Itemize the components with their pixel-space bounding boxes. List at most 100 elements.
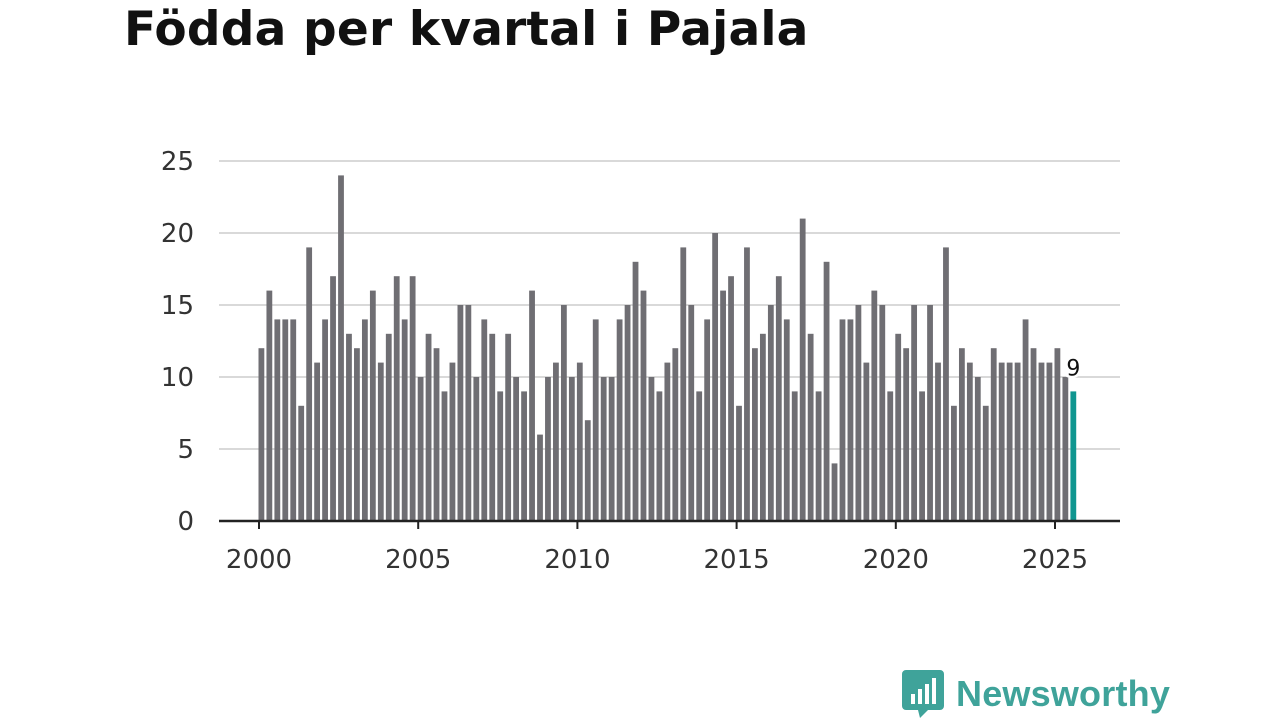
bar-series — [258, 175, 1077, 521]
bar — [409, 276, 416, 521]
bar — [369, 290, 376, 521]
bar — [767, 305, 774, 521]
bar — [1062, 377, 1069, 521]
bar — [560, 305, 567, 521]
bar — [863, 362, 870, 521]
bar — [990, 348, 997, 521]
bar — [783, 319, 790, 521]
bar — [696, 391, 703, 521]
bar — [608, 377, 615, 521]
bar — [728, 276, 734, 521]
axes — [219, 519, 1120, 529]
x-tick-label-2010: 2010 — [544, 545, 610, 575]
bar — [457, 305, 464, 521]
bar — [433, 348, 440, 521]
bar — [640, 290, 647, 521]
bar — [712, 233, 719, 521]
bar — [1006, 362, 1013, 521]
bar — [855, 305, 862, 521]
bar — [624, 305, 631, 521]
bar — [537, 434, 543, 521]
bar — [346, 333, 352, 521]
bar — [568, 377, 575, 521]
bar — [974, 377, 981, 521]
y-tick-label-0: 0 — [177, 507, 194, 537]
bar — [322, 319, 328, 521]
bar — [1054, 348, 1061, 521]
chart-title: Födda per kvartal i Pajala — [124, 2, 809, 57]
bar — [791, 391, 798, 521]
bar — [361, 319, 368, 521]
x-tick-label-2015: 2015 — [704, 545, 770, 575]
bar — [807, 333, 814, 521]
bar — [879, 305, 886, 521]
bar — [576, 362, 583, 521]
bar — [672, 348, 679, 521]
bar — [553, 362, 559, 521]
bar — [736, 405, 742, 521]
y-tick-label-25: 25 — [161, 147, 194, 177]
bar — [274, 319, 281, 521]
bar — [799, 218, 806, 521]
y-tick-label-10: 10 — [161, 363, 194, 393]
bar — [338, 175, 344, 521]
bar — [752, 348, 758, 521]
bar — [1022, 319, 1029, 521]
bar — [377, 362, 384, 521]
bar — [966, 362, 973, 521]
bar — [656, 391, 663, 521]
bar — [775, 276, 782, 521]
bar — [354, 348, 360, 521]
bar — [266, 290, 273, 521]
bar — [903, 348, 910, 521]
bar-highlight — [1070, 391, 1077, 521]
bar — [911, 305, 918, 521]
x-tick-label-2020: 2020 — [863, 545, 929, 575]
x-tick-label-2005: 2005 — [385, 545, 451, 575]
bar — [648, 377, 655, 521]
bar — [314, 362, 321, 521]
bar — [1030, 348, 1037, 521]
y-tick-label-20: 20 — [161, 219, 194, 249]
bar — [592, 319, 599, 521]
bar — [847, 319, 854, 521]
bar — [664, 362, 671, 521]
bar — [943, 247, 949, 521]
bar — [1038, 362, 1045, 521]
bar — [584, 420, 591, 521]
x-tick-label-2025: 2025 — [1022, 545, 1088, 575]
bar — [497, 391, 504, 521]
x-tick-label-2000: 2000 — [226, 545, 292, 575]
bar — [600, 377, 607, 521]
bar — [330, 276, 336, 521]
bar — [759, 333, 766, 521]
bar — [489, 333, 496, 521]
data-label: 9 — [1066, 356, 1080, 381]
bar — [887, 391, 894, 521]
bar — [688, 305, 695, 521]
bar — [473, 377, 480, 521]
bar — [998, 362, 1005, 521]
newsworthy-logo-icon — [902, 670, 944, 718]
bar — [871, 290, 878, 521]
bar — [425, 333, 432, 521]
bar — [839, 319, 846, 521]
bar — [1046, 362, 1053, 521]
bar — [545, 377, 551, 521]
bar — [935, 362, 941, 521]
bar — [290, 319, 297, 521]
bar — [958, 348, 965, 521]
bar — [401, 319, 408, 521]
bar — [481, 319, 488, 521]
y-tick-label-15: 15 — [161, 291, 194, 321]
bar — [393, 276, 400, 521]
bar — [616, 319, 623, 521]
bar — [258, 348, 265, 521]
bar — [529, 290, 535, 521]
bar — [680, 247, 687, 521]
bar — [927, 305, 933, 521]
bar — [815, 391, 822, 521]
bar — [441, 391, 448, 521]
bar — [823, 261, 830, 521]
